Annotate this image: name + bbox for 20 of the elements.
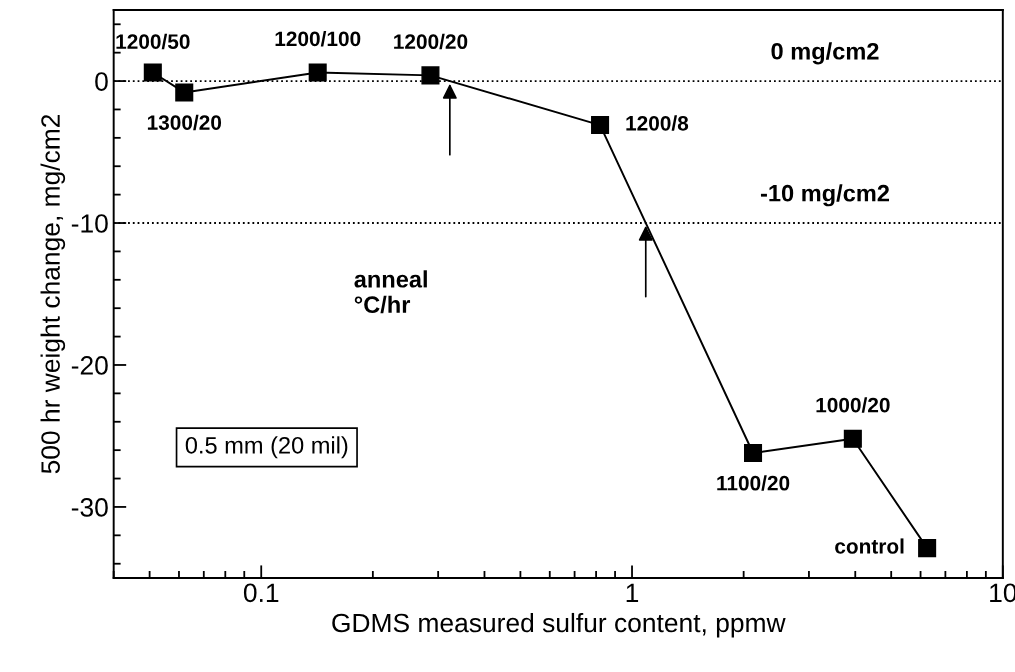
x-tick-label: 1 (626, 583, 639, 602)
annotation: 1000/20 (816, 397, 890, 413)
annotation: anneal °C/hr (354, 270, 427, 314)
annotation: 1200/50 (116, 33, 190, 50)
y-tick-label: -10 (71, 214, 108, 233)
y-tick-label: -20 (71, 356, 108, 375)
annotation: 1200/20 (394, 33, 468, 50)
y-tick-label: -30 (71, 498, 108, 517)
ref-line-label: 0 mg/cm2 (771, 42, 879, 65)
annotation: 1300/20 (147, 114, 222, 131)
y-axis-title: 500 hr weight change, mg/cm2 (40, 114, 66, 474)
ref-line-label: -10 mg/cm2 (760, 184, 890, 207)
x-axis-title: GDMS measured sulfur content, ppmw (332, 612, 786, 638)
annotation: 1200/8 (626, 115, 689, 131)
x-tick-label: 0.1 (243, 583, 279, 603)
y-tick-label: 0 (95, 72, 108, 91)
annotation: control (835, 538, 904, 554)
annotation: 1200/100 (275, 30, 361, 47)
annotation: 1100/20 (717, 475, 790, 491)
annotation: 0.5 mm (20 mil) (185, 436, 348, 459)
